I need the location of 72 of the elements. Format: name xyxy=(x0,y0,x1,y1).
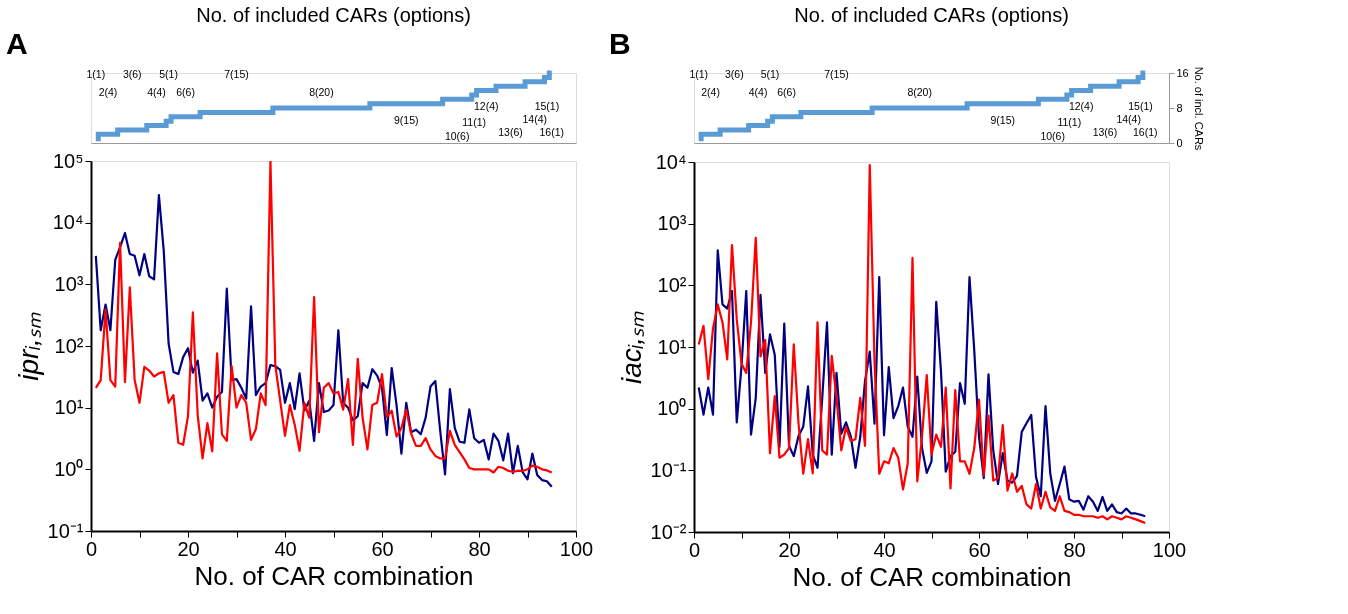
y-tick-label: 8 xyxy=(1176,101,1183,114)
annotation: 6(6) xyxy=(176,85,195,98)
y-axis-title: No. of incl. CARs xyxy=(1192,66,1205,151)
x-tick-label: 40 xyxy=(873,538,896,561)
y-axis-title: iprᵢ,ₛₘ xyxy=(12,312,44,381)
annotation: 5(1) xyxy=(159,68,178,81)
annotation: 10(6) xyxy=(1040,129,1065,142)
x-tick-label: 80 xyxy=(1063,538,1086,561)
annotation: 2(4) xyxy=(701,85,720,98)
annotation: 2(4) xyxy=(98,85,118,98)
y-tick-label: 10³ xyxy=(657,212,687,235)
annotation: 15(1) xyxy=(1128,100,1153,113)
annotation: 1(1) xyxy=(86,68,106,81)
annotation: 8(20) xyxy=(309,85,334,98)
x-tick-label: 20 xyxy=(778,538,801,561)
annotation: 16(1) xyxy=(539,126,565,139)
chart-title: No. of included CARs (options) xyxy=(196,4,471,26)
x-tick-label: 100 xyxy=(559,537,594,560)
y-tick-label: 16 xyxy=(1176,66,1189,79)
y-tick-label: 10⁴ xyxy=(52,211,84,234)
annotation: 10(6) xyxy=(444,129,470,142)
y-tick-label: 10⁻² xyxy=(650,520,687,543)
annotation: 12(4) xyxy=(474,100,499,113)
annotation: 5(1) xyxy=(760,68,780,81)
annotation: 14(4) xyxy=(522,112,548,125)
annotation: 13(6) xyxy=(1092,126,1118,139)
annotation: 12(4) xyxy=(1068,100,1094,113)
annotation: 4(4) xyxy=(147,85,166,98)
annotation: 11(1) xyxy=(462,115,487,128)
x-tick-label: 60 xyxy=(968,538,991,561)
y-tick-label: 10⁵ xyxy=(52,149,84,172)
x-axis-title: No. of CAR combination xyxy=(194,560,474,591)
annotation: 13(6) xyxy=(498,126,523,139)
y-tick-label: 10² xyxy=(54,334,84,357)
annotation: 11(1) xyxy=(1057,115,1082,128)
annotation: 7(15) xyxy=(224,68,249,81)
annotation: 14(4) xyxy=(1116,112,1141,125)
line-series xyxy=(697,164,1147,525)
text: B xyxy=(609,27,631,60)
annotation: 9(15) xyxy=(990,114,1016,127)
annotation: 16(1) xyxy=(1132,126,1158,139)
annotation: 1(1) xyxy=(689,68,709,81)
y-tick-label: 0 xyxy=(1176,136,1183,149)
text: A xyxy=(6,27,28,60)
annotation: 3(6) xyxy=(122,68,142,81)
annotation: 9(15) xyxy=(393,114,419,127)
y-tick-label: 10² xyxy=(657,273,687,296)
annotation: 3(6) xyxy=(725,68,744,81)
y-tick-label: 10⁴ xyxy=(655,150,687,173)
annotation: 15(1) xyxy=(534,100,560,113)
annotation: 7(15) xyxy=(824,68,849,81)
y-tick-label: 10¹ xyxy=(657,335,687,358)
x-tick-label: 20 xyxy=(177,537,200,560)
annotation: 4(4) xyxy=(748,85,768,98)
annotation: 8(20) xyxy=(907,85,932,98)
x-tick-label: 40 xyxy=(274,537,297,560)
x-axis-title: No. of CAR combination xyxy=(792,561,1072,592)
y-axis-title: iacᵢ,ₛₘ xyxy=(615,310,647,385)
x-tick-label: 100 xyxy=(1152,538,1187,561)
x-tick-label: 0 xyxy=(688,538,701,561)
y-tick-label: 10⁰ xyxy=(657,397,687,420)
y-tick-label: 10⁻¹ xyxy=(47,519,84,542)
annotation: 6(6) xyxy=(777,85,796,98)
y-tick-label: 10¹ xyxy=(54,396,84,419)
y-tick-label: 10³ xyxy=(54,272,84,295)
y-tick-label: 10⁻¹ xyxy=(650,458,687,481)
line-series xyxy=(697,249,1147,518)
x-tick-label: 80 xyxy=(468,537,491,560)
chart-title: No. of included CARs (options) xyxy=(794,4,1069,26)
x-tick-label: 0 xyxy=(85,537,98,560)
y-tick-label: 10⁰ xyxy=(54,457,84,480)
x-tick-label: 60 xyxy=(371,537,394,560)
